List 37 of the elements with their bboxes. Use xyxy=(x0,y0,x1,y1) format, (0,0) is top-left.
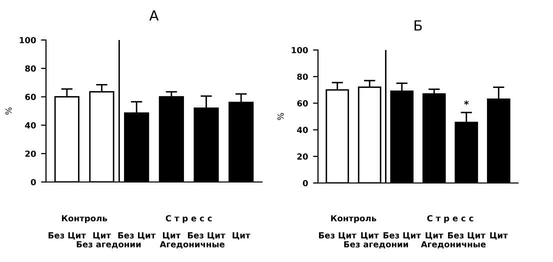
y-tick-label: 40 xyxy=(297,126,308,134)
y-tick-label: 80 xyxy=(25,65,36,72)
x-tick-label: Цит xyxy=(93,232,111,240)
y-tick-label: 100 xyxy=(20,36,36,44)
y-tick-label: 100 xyxy=(292,46,308,54)
text: Агедоничные xyxy=(420,241,486,248)
text: Без агедонии xyxy=(76,241,141,248)
x-tick-label: Без Цит xyxy=(448,232,486,240)
x-tick-label: Цит xyxy=(232,232,250,240)
data-label: * xyxy=(464,100,469,106)
y-tick-label: 0 xyxy=(30,178,36,186)
y-axis-title: % xyxy=(5,108,12,114)
y-tick-label: 60 xyxy=(25,94,36,100)
x-tick-label: Без Цит xyxy=(384,232,421,240)
chart-title: А xyxy=(149,10,159,21)
y-tick-label: 0 xyxy=(302,180,308,186)
text: Контроль xyxy=(331,215,376,224)
text: С т р е с с xyxy=(427,215,474,224)
x-tick-label: Без Цит xyxy=(118,232,156,240)
text: Агедоничные xyxy=(160,241,225,248)
y-tick-label: 60 xyxy=(297,100,308,106)
y-axis-title: % xyxy=(277,113,284,120)
x-tick-label: Цит xyxy=(426,232,444,240)
y-tick-label: 40 xyxy=(25,122,36,128)
x-tick-label: Без Цит xyxy=(48,232,86,240)
x-tick-label: Цит xyxy=(361,232,379,240)
y-tick-label: 20 xyxy=(25,150,36,157)
text: С т р е с с xyxy=(166,215,212,224)
y-tick-label: 20 xyxy=(297,153,308,160)
x-tick-label: Без Цит xyxy=(319,232,356,240)
x-tick-label: Цит xyxy=(490,232,508,240)
x-tick-label: Без Цит xyxy=(188,232,226,240)
text: Контроль xyxy=(62,215,108,224)
text: Без агедонии xyxy=(344,241,408,248)
x-tick-label: Цит xyxy=(162,232,181,240)
chart-title: Б xyxy=(414,20,422,31)
y-tick-label: 80 xyxy=(297,74,308,80)
